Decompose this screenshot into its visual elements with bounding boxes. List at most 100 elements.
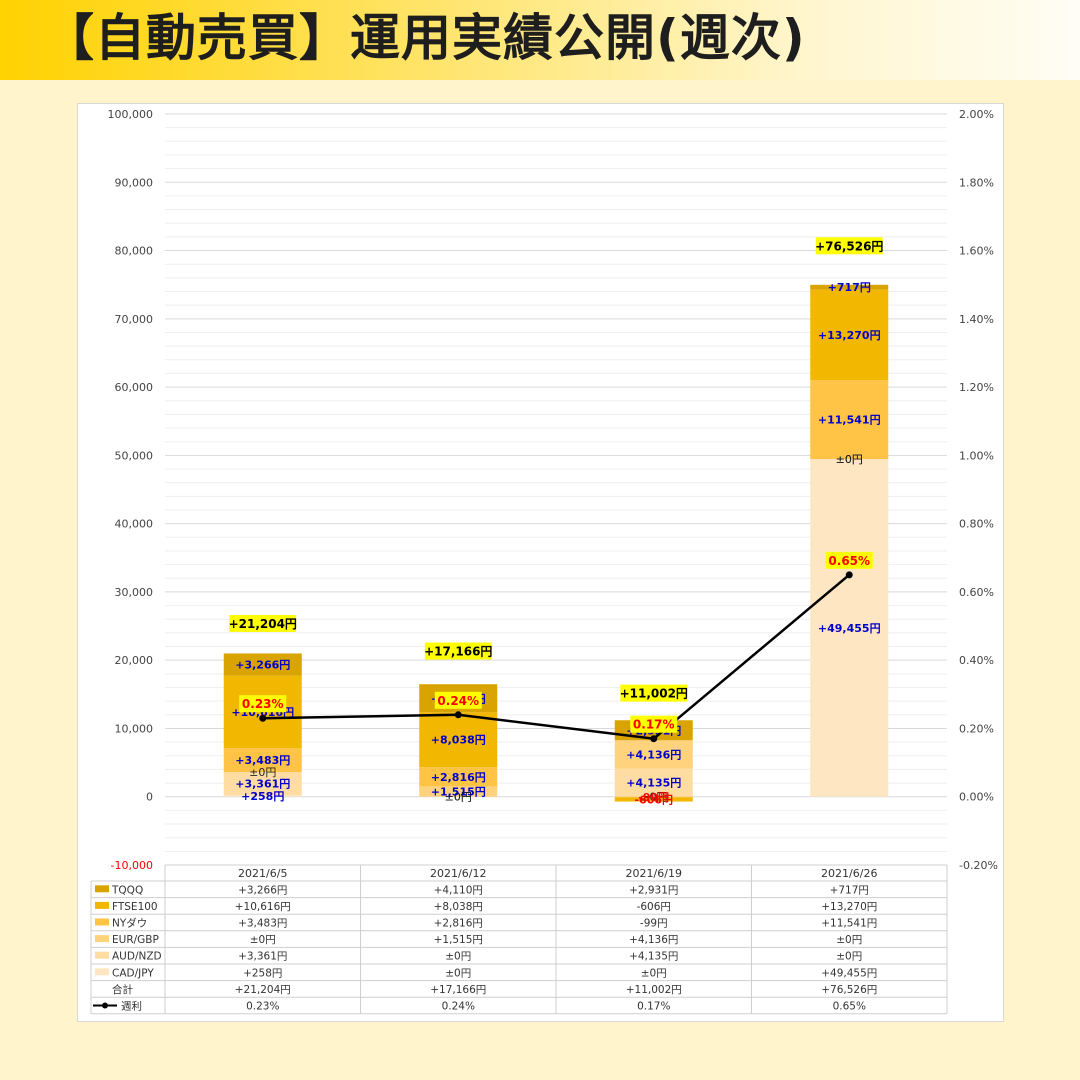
table-cell: +11,541円: [821, 918, 877, 930]
y2-tick-label: 1.20%: [959, 381, 994, 394]
table-cell: -606円: [637, 901, 671, 913]
y-tick-label: 70,000: [115, 313, 154, 326]
table-cell: -99円: [640, 918, 668, 930]
bar-segment: [223, 772, 302, 795]
category-label: 2021/6/12: [430, 867, 486, 880]
table-cell: +11,002円: [626, 984, 682, 996]
segment-data-label: +1,515円: [431, 786, 486, 799]
y2-tick-label: 0.00%: [959, 791, 994, 804]
y-tick-label: 100,000: [108, 108, 154, 121]
bar-segment: [810, 459, 889, 797]
table-cell: +3,483円: [238, 918, 287, 930]
legend-series-name: CAD/JPY: [112, 967, 154, 979]
total-label-box: [620, 684, 688, 702]
y-tick-label: -10,000: [111, 859, 153, 872]
segment-data-label: +4,135円: [626, 777, 681, 790]
category-label: 2021/6/5: [238, 867, 287, 880]
segment-data-label: ±0円: [249, 766, 276, 779]
y2-tick-label: 1.80%: [959, 176, 994, 189]
total-label-box: [229, 614, 297, 632]
pct-data-label: 0.65%: [828, 554, 870, 568]
legend-series-name: TQQQ: [111, 884, 143, 896]
segment-data-label: -606円: [634, 793, 673, 806]
pct-label-box: [434, 691, 482, 709]
table-cell: ±0円: [836, 934, 862, 946]
bar-segment: [810, 380, 889, 460]
segment-data-label: ±0円: [445, 791, 472, 804]
y-tick-label: 50,000: [115, 449, 154, 462]
table-cell: +21,204円: [235, 984, 291, 996]
pct-label-box: [239, 695, 287, 713]
weekly-return-marker: [650, 735, 658, 743]
weekly-return-marker: [845, 571, 853, 579]
weekly-return-line: [262, 573, 851, 741]
total-label-box: [815, 237, 883, 255]
table-cell: 0.17%: [637, 1001, 670, 1013]
bar-segment: [223, 653, 302, 676]
pct-data-label: 0.23%: [242, 697, 284, 711]
y2-tick-label: 0.80%: [959, 518, 994, 531]
total-data-label: +21,204円: [229, 617, 297, 631]
bar-segment: [223, 794, 302, 797]
table-cell: ±0円: [641, 967, 667, 979]
table-cell: +2,816円: [434, 918, 483, 930]
bar-segment: [223, 748, 302, 773]
total-data-label: +11,002円: [620, 687, 688, 701]
segment-data-label: +2,816円: [431, 771, 486, 784]
bar-segment: [419, 786, 498, 797]
segment-data-label: ±0円: [640, 791, 667, 804]
legend-line-marker: [102, 1002, 108, 1009]
segment-data-label: +3,361円: [235, 777, 290, 790]
segment-data-label: +258円: [241, 790, 284, 803]
segment-data-label: +3,266円: [235, 659, 290, 672]
segment-data-label: ±0円: [445, 791, 472, 804]
table-cell: 0.23%: [246, 1001, 279, 1013]
pct-label-box: [825, 551, 873, 569]
bar-segment: [614, 740, 693, 769]
segment-data-label: +49,455円: [818, 622, 881, 635]
bar-segment: [419, 712, 498, 768]
table-cell: +4,136円: [629, 934, 678, 946]
y2-tick-label: 1.40%: [959, 313, 994, 326]
pct-data-label: 0.17%: [633, 718, 675, 732]
legend-swatch: [95, 951, 109, 959]
legend-swatch: [95, 935, 109, 943]
weekly-return-marker: [454, 711, 462, 719]
table-cell: +258円: [243, 967, 282, 979]
segment-data-label: +13,270円: [818, 329, 881, 342]
segment-data-label: +8,038円: [431, 734, 486, 747]
bar-segment: [614, 768, 693, 797]
y2-tick-label: 0.60%: [959, 586, 994, 599]
legend-swatch: [95, 901, 109, 909]
segment-data-label: ±0円: [836, 453, 863, 466]
y2-tick-label: 1.60%: [959, 245, 994, 258]
bar-segment: [810, 284, 889, 290]
segment-data-label: +3,483円: [235, 754, 290, 767]
header-banner: 【自動売買】運用実績公開(週次): [0, 0, 1080, 80]
y2-tick-label: 1.00%: [959, 449, 994, 462]
pct-label-box: [630, 715, 678, 733]
y-tick-label: 20,000: [115, 654, 154, 667]
y2-tick-label: -0.20%: [959, 859, 998, 872]
y-tick-label: 10,000: [115, 722, 154, 735]
table-cell: +4,110円: [434, 884, 483, 896]
table-cell: +76,526円: [821, 984, 877, 996]
segment-data-label: +11,541円: [818, 414, 881, 427]
table-cell: +3,361円: [238, 951, 287, 963]
legend-swatch: [95, 918, 109, 926]
table-cell: +1,515円: [434, 934, 483, 946]
chart-panel: -10,000 0 10,000 20,000 30,000 40,000 50,000 60…: [77, 103, 1004, 1022]
table-cell: ±0円: [445, 951, 471, 963]
table-cell: ±0円: [445, 967, 471, 979]
table-cell: +2,931円: [629, 884, 678, 896]
table-cell: 0.24%: [442, 1001, 475, 1013]
legend-series-name: FTSE100: [112, 901, 158, 913]
bar-segment: [810, 289, 889, 381]
y2-tick-label: 2.00%: [959, 108, 994, 121]
table-cell: +13,270円: [821, 901, 877, 913]
y-tick-label: 80,000: [115, 245, 154, 258]
category-label: 2021/6/19: [626, 867, 682, 880]
y-tick-label: 40,000: [115, 518, 154, 531]
segment-data-label: -99円: [638, 791, 669, 804]
total-data-label: +17,166円: [424, 645, 492, 659]
